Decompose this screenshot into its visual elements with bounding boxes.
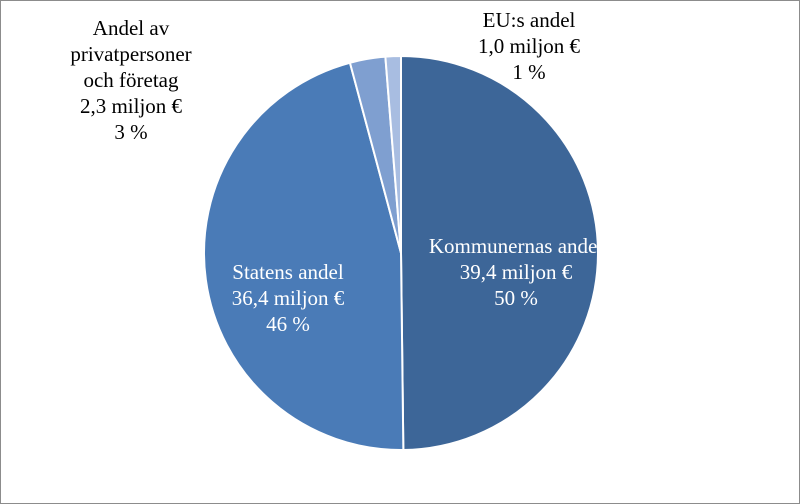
category-name: Andel av privatpersoner och företag xyxy=(70,16,192,92)
value-label: 1,0 miljon € xyxy=(477,34,581,58)
percentage-label: 50 % xyxy=(494,286,538,310)
category-name: Kommunernas andel xyxy=(428,234,604,258)
percentage-label: 3 % xyxy=(114,120,148,144)
value-label: 36,4 miljon € xyxy=(231,286,345,310)
pie-slice xyxy=(400,54,599,451)
pie-slice xyxy=(384,54,402,254)
value-label: 2,3 miljon € xyxy=(79,94,183,118)
pie-slice xyxy=(203,61,405,451)
percentage-label: 46 % xyxy=(266,312,310,336)
data-label: Statens andel 36,4 miljon €46 % xyxy=(203,259,373,337)
category-name: Statens andel xyxy=(232,260,344,284)
data-label: Andel av privatpersoner och företag 2,3 m… xyxy=(56,15,206,145)
percentage-label: 1 % xyxy=(512,60,546,84)
data-label: EU:s andel 1,0 miljon €1 % xyxy=(454,7,604,85)
category-name: EU:s andel xyxy=(482,8,576,32)
value-label: 39,4 miljon € xyxy=(459,260,573,284)
data-label: Kommunernas andel 39,4 miljon €50 % xyxy=(426,233,606,311)
